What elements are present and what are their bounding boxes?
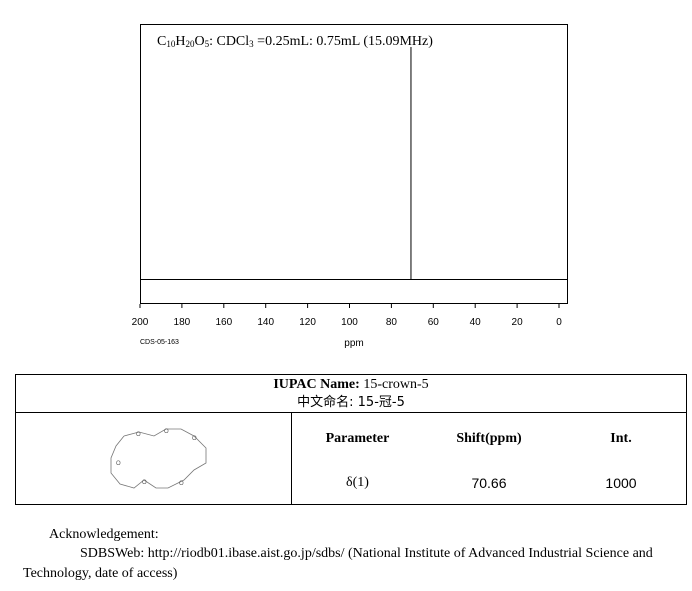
title-part: C [157, 34, 166, 49]
cell-parameter: δ(1) [346, 475, 369, 490]
title-part: 10 [166, 39, 176, 49]
name-row: IUPAC Name: 15-crown-5 中文命名: 15-冠-5 [16, 375, 686, 413]
iupac-value: 15-crown-5 [363, 377, 429, 392]
svg-text:O: O [136, 432, 141, 438]
parameter-table: Parameter Shift(ppm) Int. δ(1) 70.66 100… [292, 413, 687, 505]
title-part: =0.25mL: 0.75mL (15.09MHz) [254, 34, 434, 49]
chinese-name-label: 中文命名: [297, 395, 354, 410]
title-part: 20 [185, 39, 195, 49]
x-tick-label: 140 [257, 317, 274, 328]
ack-heading: Acknowledgement: [49, 527, 159, 542]
spectrum-code-label: CDS-05-163 [140, 339, 179, 346]
structure-drawing: O O O O O O [110, 428, 207, 489]
plot-frame [140, 24, 568, 304]
svg-text:O: O [179, 481, 184, 487]
x-tick-label: 160 [215, 317, 232, 328]
x-tick-label: 0 [556, 317, 562, 328]
title-part: 3 [249, 39, 254, 49]
underline-col1 [292, 504, 423, 505]
nmr-spectrum-chart: C10H20O5: CDCl3 =0.25mL: 0.75mL (15.09MH… [132, 24, 568, 349]
compound-info-table: IUPAC Name: 15-crown-5 中文命名: 15-冠-5 O O … [15, 374, 687, 505]
title-part: : CDCl [209, 34, 249, 49]
svg-text:O: O [192, 436, 197, 442]
svg-text:O: O [164, 429, 169, 435]
x-axis-label: ppm [344, 338, 363, 349]
iupac-line: IUPAC Name: 15-crown-5 [16, 376, 686, 394]
iupac-label: IUPAC Name: [273, 377, 360, 392]
svg-text:O: O [116, 461, 121, 467]
header-parameter: Parameter [325, 431, 390, 446]
underline-col3 [556, 504, 687, 505]
title-part: O [194, 34, 204, 49]
x-tick-label: 180 [174, 317, 191, 328]
spectrum-title: C10H20O5: CDCl3 =0.25mL: 0.75mL (15.09MH… [157, 34, 433, 49]
x-tick-label: 120 [299, 317, 316, 328]
ack-line1: SDBSWeb: http://riodb01.ibase.aist.go.jp… [80, 546, 653, 561]
x-tick-label: 200 [132, 317, 149, 328]
x-tick-label: 40 [470, 317, 482, 328]
chinese-name-line: 中文命名: 15-冠-5 [16, 394, 686, 412]
x-tick-label: 60 [428, 317, 440, 328]
x-tick-label: 80 [386, 317, 398, 328]
x-tick-label: 100 [341, 317, 358, 328]
chinese-name-value: 15-冠-5 [357, 395, 405, 410]
cell-intensity: 1000 [605, 475, 637, 491]
header-shift: Shift(ppm) [456, 431, 522, 446]
title-part: 5 [205, 39, 210, 49]
underline-col2 [424, 504, 554, 505]
cell-shift: 70.66 [471, 475, 507, 491]
ack-line2: Technology, date of access) [23, 566, 178, 581]
structure-cell: O O O O O O [16, 413, 292, 505]
x-axis-ticks: 200 180 160 140 120 100 80 60 40 20 0 [132, 304, 562, 328]
x-tick-label: 20 [512, 317, 524, 328]
header-intensity: Int. [610, 431, 632, 446]
svg-text:O: O [142, 480, 147, 486]
title-part: H [175, 34, 185, 49]
